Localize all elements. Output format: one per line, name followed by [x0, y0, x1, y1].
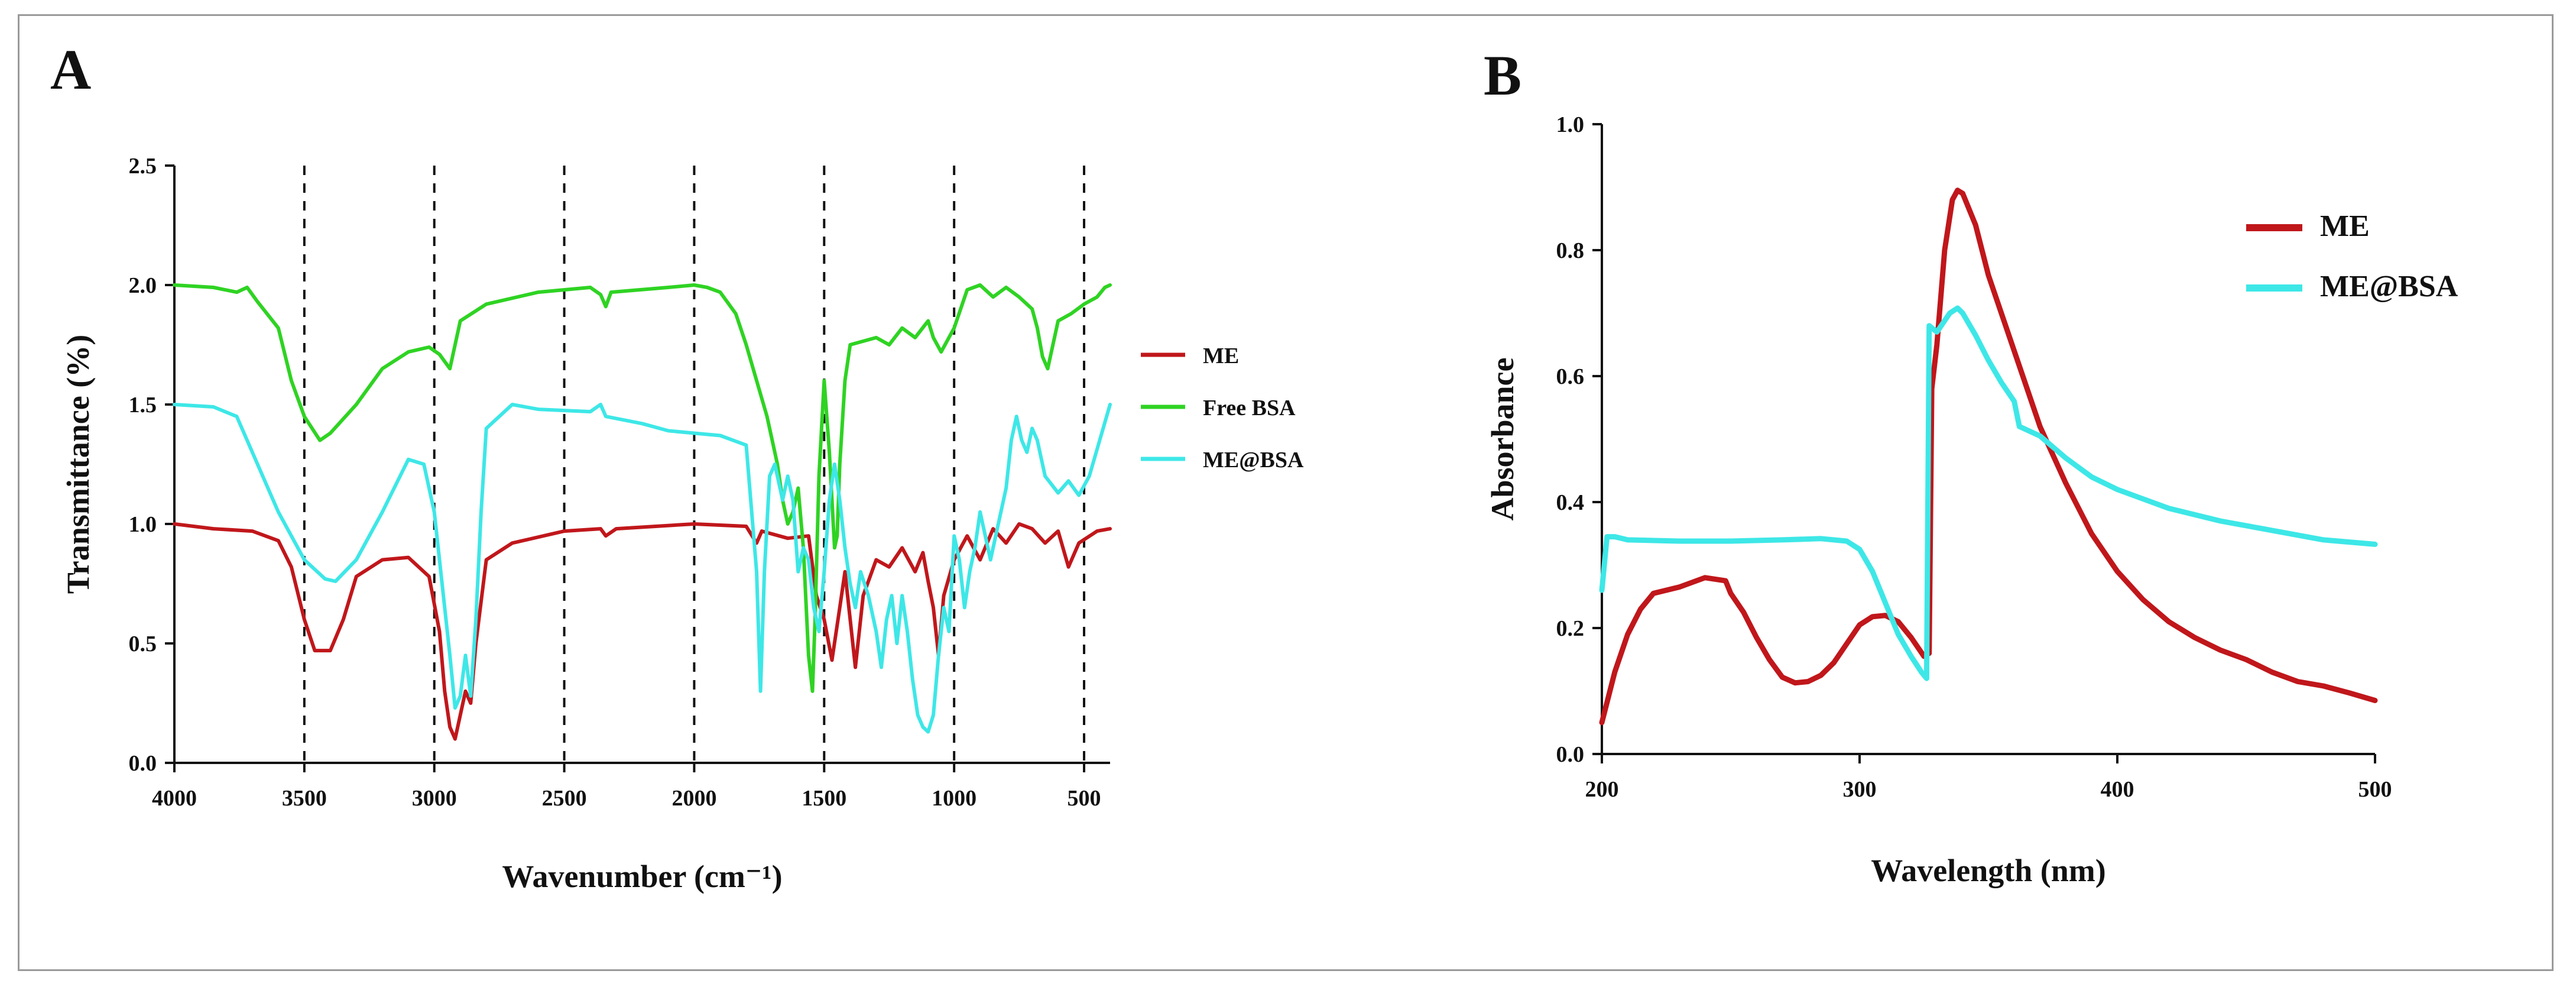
- y-tick-label: 0.5: [129, 632, 157, 656]
- x-tick-label: 1000: [932, 786, 976, 811]
- x-tick-label: 300: [1843, 777, 1877, 802]
- x-tick-label: 400: [2101, 777, 2134, 802]
- series-line-me-bsa: [1599, 305, 2378, 681]
- x-tick-label: 1500: [802, 786, 846, 811]
- x-tick-label: 3500: [282, 786, 327, 811]
- y-tick-label: 0.0: [1556, 742, 1585, 767]
- y-tick-label: 0.8: [1556, 238, 1585, 263]
- y-tick-label: 0.6: [1556, 364, 1585, 389]
- x-axis-title-a: Wavenumber (cm⁻¹): [502, 859, 782, 894]
- x-tick-label: 500: [2358, 777, 2392, 802]
- legend-label-me-bsa: ME@BSA: [2320, 270, 2458, 303]
- panel-label-a: A: [50, 38, 91, 101]
- x-tick-label: 200: [1585, 777, 1619, 802]
- series-line-me: [173, 522, 1112, 741]
- legend-label-me-bsa: ME@BSA: [1203, 448, 1304, 473]
- x-tick-label: 2000: [671, 786, 716, 811]
- y-tick-label: 2.5: [129, 154, 157, 179]
- series-line-me: [1599, 187, 2378, 726]
- y-tick-label: 0.2: [1556, 616, 1585, 641]
- y-tick-label: 2.0: [129, 273, 157, 298]
- legend-label-me: ME: [1203, 344, 1239, 368]
- panel-label-b: B: [1484, 44, 1521, 107]
- y-axis-title-a: Transmittance (%): [60, 335, 96, 594]
- y-tick-label: 1.0: [1556, 112, 1585, 137]
- x-tick-label: 2500: [542, 786, 587, 811]
- legend-label-me: ME: [2320, 209, 2370, 243]
- y-tick-label: 0.0: [129, 751, 157, 776]
- series-line-me-bsa: [173, 403, 1112, 734]
- x-axis-title-b: Wavelength (nm): [1871, 853, 2106, 888]
- chart-panel-b: 200 300 400 500 0.0 0.2 0.4 0.6 0.8 1.0 Wavelength…: [1485, 112, 2458, 888]
- legend-label-free-bsa: Free BSA: [1203, 396, 1296, 420]
- chart-panel-a: 4000 3500 3000 2500 2000 1500 1000 500 0.0 0.5 1.0…: [60, 154, 1304, 894]
- x-tick-label: 4000: [152, 786, 197, 811]
- y-tick-label: 1.0: [129, 512, 157, 537]
- y-tick-label: 1.5: [129, 393, 157, 418]
- y-axis-title-b: Absorbance: [1485, 357, 1520, 520]
- y-tick-label: 0.4: [1556, 490, 1585, 515]
- x-tick-label: 500: [1068, 786, 1101, 811]
- x-tick-label: 3000: [412, 786, 457, 811]
- series-line-free-bsa: [173, 283, 1112, 693]
